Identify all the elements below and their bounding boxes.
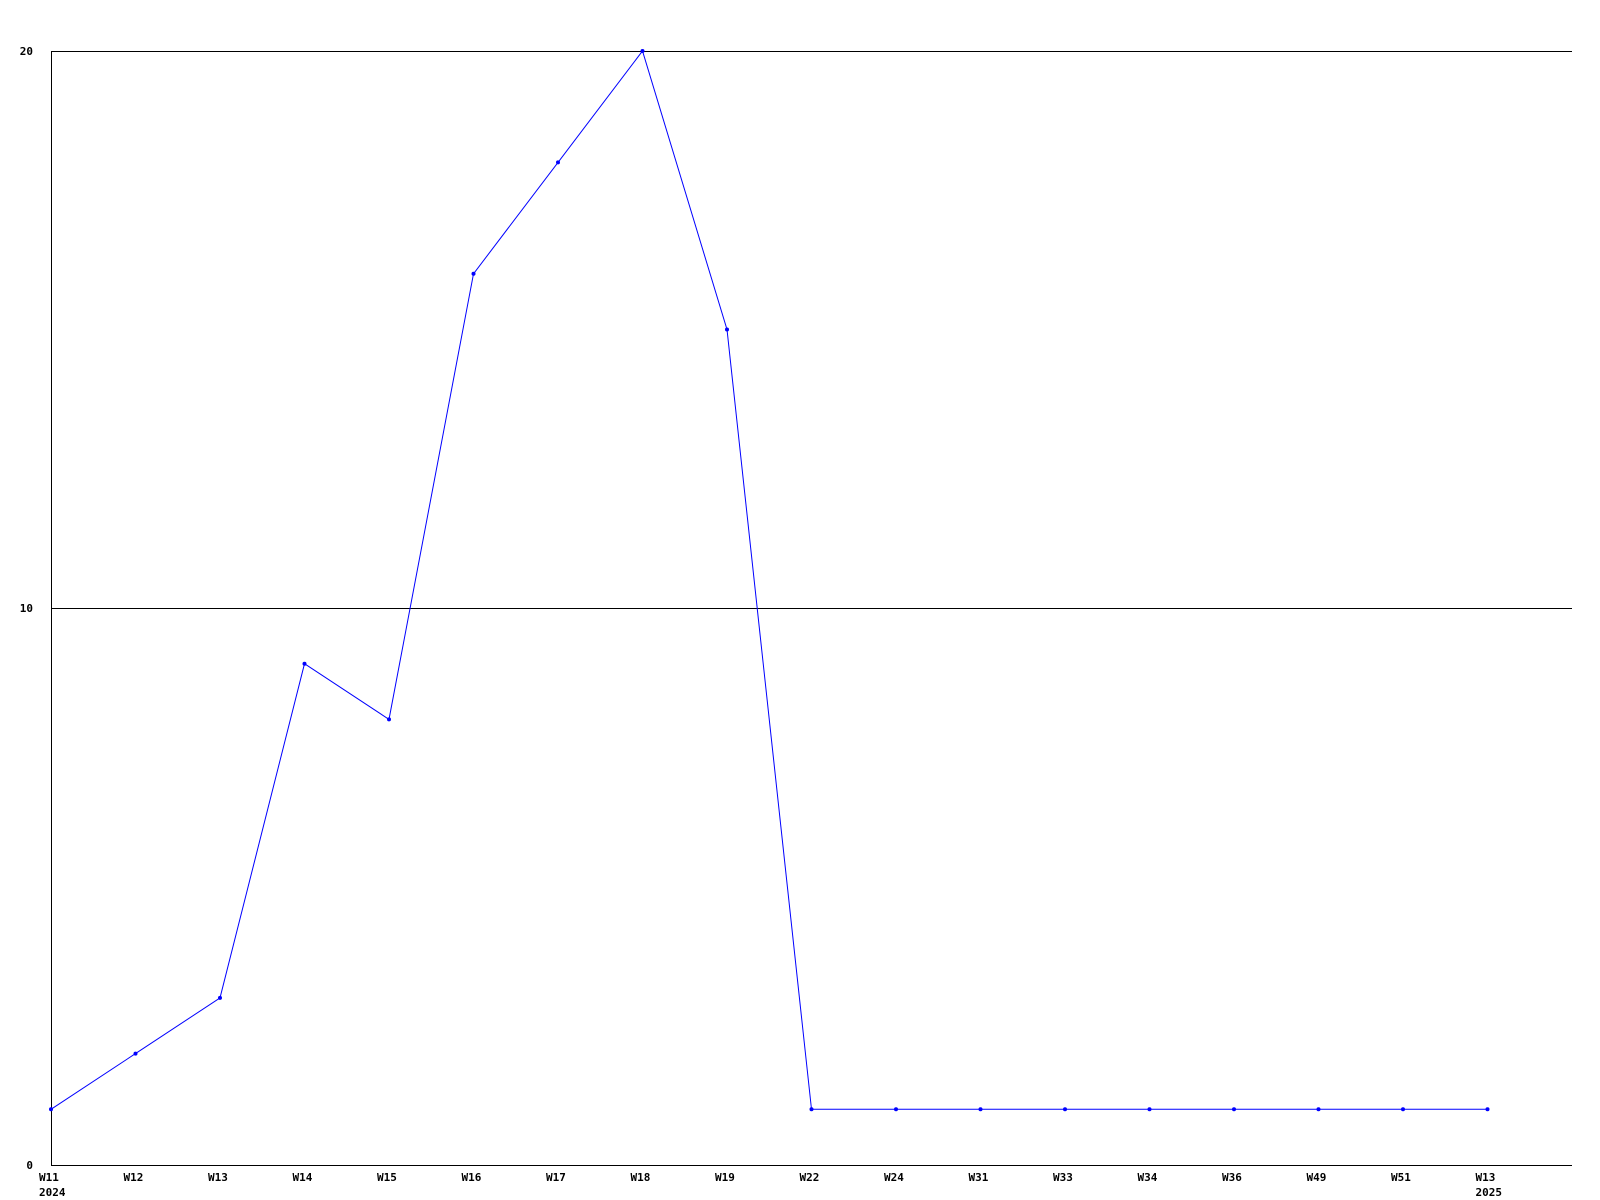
series-line xyxy=(50,49,1488,1110)
data-point xyxy=(1063,1107,1067,1112)
x-tick-year-label: 2024 xyxy=(39,1186,66,1199)
x-tick-label: W36 xyxy=(1222,1171,1242,1184)
x-tick-label: W19 xyxy=(715,1171,735,1184)
x-tick-label: W51 xyxy=(1391,1171,1411,1184)
x-tick-label: W16 xyxy=(462,1171,482,1184)
data-point xyxy=(1147,1107,1152,1112)
data-point xyxy=(894,1107,898,1112)
y-tick-label: 20 xyxy=(20,45,33,58)
x-tick-year-label: 2025 xyxy=(1476,1186,1503,1199)
x-tick-label: W13 xyxy=(208,1171,228,1184)
x-tick-label: W17 xyxy=(546,1171,566,1184)
y-tick-label: 0 xyxy=(26,1159,33,1172)
data-point xyxy=(1232,1107,1236,1112)
x-tick-label: W14 xyxy=(293,1171,313,1184)
data-point xyxy=(640,49,645,53)
data-point xyxy=(725,327,729,332)
x-tick-label: W24 xyxy=(884,1171,904,1184)
data-point xyxy=(387,717,391,722)
data-point xyxy=(49,1107,53,1112)
data-point xyxy=(218,995,222,1000)
x-tick-label: W31 xyxy=(969,1171,989,1184)
data-point xyxy=(133,1051,138,1056)
data-point xyxy=(978,1107,983,1112)
y-tick-label: 10 xyxy=(20,602,33,615)
x-tick-label: W15 xyxy=(377,1171,397,1184)
data-point xyxy=(471,271,476,276)
data-point xyxy=(556,160,560,165)
data-point xyxy=(1316,1107,1321,1112)
x-tick-label: W33 xyxy=(1053,1171,1073,1184)
x-tick-label: W22 xyxy=(800,1171,820,1184)
data-point xyxy=(302,661,307,666)
x-tick-label: W11 xyxy=(39,1171,59,1184)
data-point xyxy=(1485,1107,1490,1112)
data-point xyxy=(1401,1107,1405,1112)
data-point xyxy=(809,1107,814,1112)
x-tick-label: W13 xyxy=(1476,1171,1496,1184)
x-tick-label: W49 xyxy=(1307,1171,1327,1184)
x-tick-label: W18 xyxy=(631,1171,651,1184)
x-tick-label: W12 xyxy=(124,1171,144,1184)
x-tick-label: W34 xyxy=(1138,1171,1158,1184)
